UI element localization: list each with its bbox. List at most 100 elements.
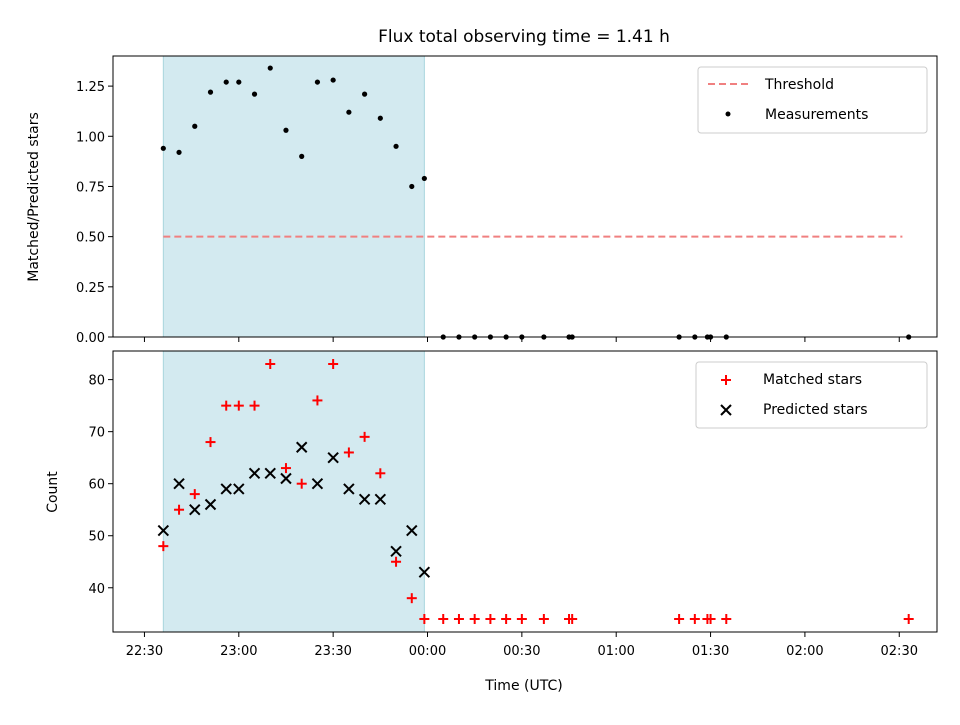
predicted-stars-point <box>189 504 201 516</box>
top-ylabel: Matched/Predicted stars <box>26 112 42 282</box>
measurements-point <box>283 127 289 133</box>
top-ytick-label: 0.75 <box>76 180 105 195</box>
legend-predicted-label: Predicted stars <box>763 402 868 418</box>
matched-stars-point <box>721 613 732 624</box>
predicted-stars-point <box>406 524 418 537</box>
predicted-stars-point <box>374 493 387 506</box>
predicted-stars-point <box>390 545 402 558</box>
bottom-series <box>157 359 914 624</box>
matched-stars-point <box>485 613 496 624</box>
bottom-xtick-label: 22:30 <box>126 644 163 659</box>
measurements-point <box>346 109 352 115</box>
top-ytick-label: 1.00 <box>76 130 105 145</box>
matched-stars-point <box>328 359 339 370</box>
bottom-observing-window <box>162 350 425 633</box>
measurements-point <box>207 89 214 95</box>
measurements-point <box>421 175 427 182</box>
matched-stars-point <box>453 613 464 624</box>
top-ytick-label: 1.25 <box>76 80 105 95</box>
measurements-point <box>409 183 415 190</box>
matched-stars-point <box>375 468 386 479</box>
top-observing-window <box>162 55 425 338</box>
predicted-stars-point <box>173 477 185 490</box>
top-panel: 0.00 0.25 0.50 0.75 1.00 1.25 Matched/Predict… <box>26 55 938 346</box>
bottom-ytick-label: 70 <box>88 426 105 441</box>
measurements-point <box>236 79 242 85</box>
measurements-point <box>192 123 198 129</box>
bottom-ytick-label: 60 <box>88 478 105 493</box>
measurements-point <box>160 145 166 151</box>
legend-matched-label: Matched stars <box>763 372 862 388</box>
matched-stars-point <box>343 447 354 458</box>
measurements-point <box>267 65 273 71</box>
measurements-point <box>299 153 305 159</box>
matched-stars-point <box>406 593 417 604</box>
matched-stars-point <box>359 431 370 442</box>
top-legend-box <box>697 66 928 134</box>
top-axes-frame <box>112 55 938 338</box>
matched-stars-point <box>538 613 549 624</box>
legend-measurements-label: Measurements <box>765 107 868 123</box>
matched-stars-point <box>516 613 527 624</box>
bottom-xtick-label: 02:00 <box>786 644 823 659</box>
measurements-point <box>251 91 258 97</box>
legend-threshold-label: Threshold <box>764 77 834 93</box>
bottom-ytick-label: 50 <box>88 530 105 545</box>
top-legend: Threshold Measurements <box>697 66 928 134</box>
matched-stars-point <box>280 463 291 474</box>
bottom-xtick-label: 00:00 <box>409 644 446 659</box>
measurements-point <box>314 79 321 85</box>
top-series <box>160 65 912 340</box>
bottom-ytick-label: 80 <box>88 374 105 389</box>
matched-stars-point <box>391 556 402 567</box>
predicted-stars-point <box>358 493 371 506</box>
matched-stars-point <box>174 504 185 515</box>
matched-stars-point <box>312 395 323 406</box>
matched-stars-point <box>674 613 685 624</box>
predicted-stars-point <box>418 566 431 578</box>
measurements-point <box>377 115 383 121</box>
measurements-point <box>330 77 336 83</box>
matched-stars-point <box>158 541 169 552</box>
predicted-stars-point <box>264 467 276 479</box>
top-ytick-label: 0.25 <box>76 281 105 296</box>
predicted-stars-point <box>327 451 339 464</box>
top-axis-ticks: 0.00 0.25 0.50 0.75 1.00 1.25 <box>76 80 900 346</box>
bottom-panel: 40 50 60 70 80 22:30 23:00 23:30 00:00 00:30 01:00… <box>45 350 938 694</box>
matched-stars-point <box>689 613 700 624</box>
bottom-xlabel: Time (UTC) <box>484 678 562 694</box>
bottom-legend-box <box>695 361 928 429</box>
bottom-xtick-label: 01:30 <box>692 644 729 659</box>
matched-stars-point <box>469 613 480 624</box>
matched-stars-point <box>567 613 578 624</box>
top-ytick-label: 0.00 <box>76 331 105 346</box>
matched-stars-point <box>189 489 200 500</box>
predicted-stars-point <box>280 472 292 485</box>
bottom-xtick-label: 23:00 <box>220 644 257 659</box>
legend-predicted-swatch <box>720 404 732 416</box>
top-ytick-label: 0.50 <box>76 231 105 246</box>
predicted-stars-point <box>248 467 261 479</box>
bottom-ylabel: Count <box>45 471 61 513</box>
matched-stars-point <box>233 400 244 411</box>
matched-stars-point <box>419 613 430 624</box>
predicted-stars-point <box>295 441 308 453</box>
legend-matched-swatch <box>721 375 731 385</box>
predicted-stars-point <box>157 524 170 537</box>
bottom-legend: Matched stars Predicted stars <box>695 361 928 429</box>
matched-stars-point <box>205 437 216 448</box>
bottom-axis-ticks: 40 50 60 70 80 22:30 23:00 23:30 00:00 00:30 01:00… <box>88 374 918 659</box>
matched-stars-point <box>221 400 232 411</box>
legend-measurements-swatch <box>725 111 731 117</box>
matched-stars-point <box>249 400 260 411</box>
predicted-stars-point <box>233 483 245 495</box>
bottom-ytick-label: 40 <box>88 582 105 597</box>
predicted-stars-point <box>204 498 217 511</box>
matched-stars-point <box>296 478 307 489</box>
matched-stars-point <box>903 613 914 624</box>
chart-title: Flux total observing time = 1.41 h <box>378 27 670 47</box>
matched-stars-point <box>705 613 716 624</box>
matched-stars-point <box>438 613 449 624</box>
matched-stars-point <box>501 613 512 624</box>
